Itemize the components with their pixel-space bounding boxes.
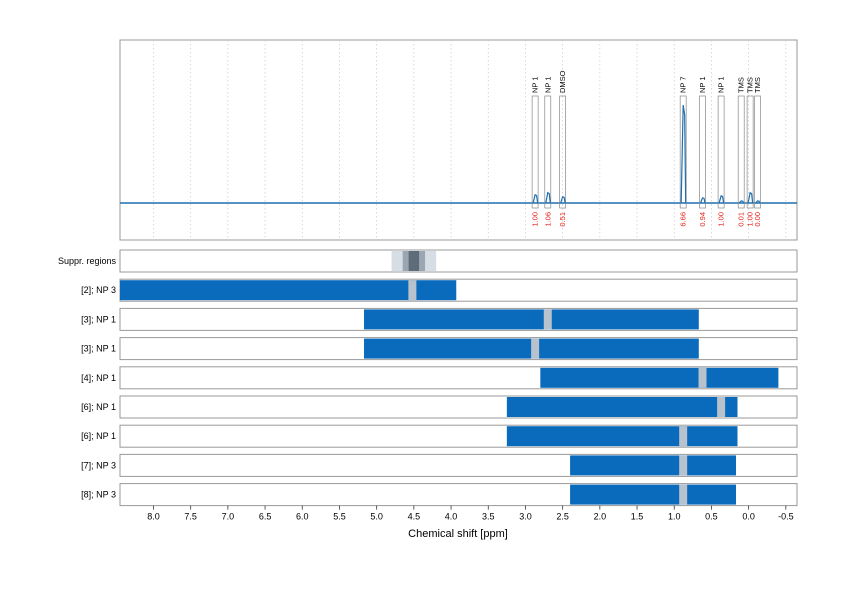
peak-signal-5 bbox=[718, 194, 725, 204]
peak-box-0 bbox=[531, 95, 539, 209]
peak-label-8: TMS bbox=[753, 77, 762, 93]
peak-signal-2 bbox=[560, 196, 566, 204]
x-tick-label-6: 5.0 bbox=[370, 512, 383, 522]
row-label-5: [6]; NP 1 bbox=[81, 431, 116, 441]
spectrum-frame bbox=[119, 39, 798, 241]
x-tick-label-3: 6.5 bbox=[259, 512, 272, 522]
row-range-bar-7 bbox=[570, 484, 736, 505]
peak-label-1: NP 1 bbox=[543, 76, 552, 93]
x-tick-label-14: 1.0 bbox=[668, 512, 681, 522]
row-label-7: [8]; NP 3 bbox=[81, 490, 116, 500]
peak-integral-6: 0.01 bbox=[737, 212, 746, 227]
x-tick-label-12: 2.0 bbox=[594, 512, 607, 522]
x-tick-label-16: 0.0 bbox=[742, 512, 755, 522]
peak-label-0: NP 1 bbox=[531, 76, 540, 93]
peak-label-5: NP 1 bbox=[717, 76, 726, 93]
x-tick-label-4: 6.0 bbox=[296, 512, 309, 522]
x-tick-label-7: 4.5 bbox=[408, 512, 421, 522]
row-range-bar-6 bbox=[570, 455, 736, 476]
row-label-4: [6]; NP 1 bbox=[81, 402, 116, 412]
x-tick-label-9: 3.5 bbox=[482, 512, 495, 522]
x-tick-label-0: 8.0 bbox=[147, 512, 160, 522]
peak-box-3 bbox=[679, 95, 687, 209]
row-marker-2 bbox=[531, 338, 540, 359]
peak-box-5 bbox=[717, 95, 725, 209]
x-tick-label-10: 3.0 bbox=[519, 512, 532, 522]
peak-integral-3: 6.66 bbox=[679, 212, 688, 227]
peak-box-4 bbox=[699, 95, 706, 209]
peak-box-6 bbox=[737, 95, 745, 209]
spectrum-panel: NP 1 1.00 NP 1 1.06 DMSO 0.51 NP 7 6.66 NP 1 0.94… bbox=[119, 39, 798, 241]
peak-label-7: TMS bbox=[746, 77, 755, 93]
x-tick-label-8: 4.0 bbox=[445, 512, 458, 522]
x-tick-label-5: 5.5 bbox=[333, 512, 346, 522]
peak-box-2 bbox=[559, 95, 567, 209]
row-label-2: [3]; NP 1 bbox=[81, 344, 116, 354]
peak-integral-4: 0.94 bbox=[698, 212, 707, 227]
row-marker-0 bbox=[408, 280, 417, 301]
peak-label-6: TMS bbox=[737, 77, 746, 93]
row-marker-6 bbox=[679, 455, 688, 476]
rows-panel: Suppr. regions [2]; NP 3 [3]; NP 1 [3]; NP … bbox=[58, 249, 798, 507]
peak-integral-1: 1.06 bbox=[543, 212, 552, 227]
x-tick-label-13: 1.5 bbox=[631, 512, 644, 522]
peak-integral-8: 0.00 bbox=[753, 212, 762, 227]
row-marker-1 bbox=[543, 309, 552, 330]
peak-box-7 bbox=[746, 95, 754, 209]
row-range-bar-0 bbox=[120, 280, 457, 301]
row-label-1: [3]; NP 1 bbox=[81, 314, 116, 324]
row-marker-4 bbox=[717, 397, 726, 417]
peak-label-2: DMSO bbox=[558, 70, 567, 93]
x-axis-label: Chemical shift [ppm] bbox=[408, 528, 508, 540]
peak-signal-3 bbox=[680, 105, 687, 204]
peak-signal-7 bbox=[747, 191, 754, 204]
x-tick-label-2: 7.0 bbox=[222, 512, 235, 522]
x-tick-label-17: -0.5 bbox=[778, 512, 794, 522]
peak-label-3: NP 7 bbox=[679, 76, 688, 93]
x-tick-label-11: 2.5 bbox=[556, 512, 569, 522]
suppression-region-core bbox=[408, 251, 420, 271]
peak-integral-7: 1.00 bbox=[746, 212, 755, 227]
row-label-6: [7]; NP 3 bbox=[81, 460, 116, 470]
peak-integral-0: 1.00 bbox=[531, 212, 540, 227]
x-axis: 8.0 7.5 7.0 6.5 6.0 5.5 5.0 4.5 4.0 3.5 3.0 2.5 2.0 1… bbox=[147, 505, 794, 522]
row-marker-5 bbox=[679, 426, 688, 447]
x-tick-label-1: 7.5 bbox=[184, 512, 197, 522]
row-range-bar-5 bbox=[506, 426, 738, 447]
peak-signal-8 bbox=[755, 200, 761, 204]
x-tick-label-15: 0.5 bbox=[705, 512, 718, 522]
row-range-bar-3 bbox=[540, 367, 779, 388]
peak-signal-1 bbox=[545, 191, 551, 204]
suppression-row-label: Suppr. regions bbox=[58, 256, 117, 266]
row-marker-7 bbox=[679, 484, 688, 505]
row-range-bar-1 bbox=[364, 309, 699, 330]
row-label-3: [4]; NP 1 bbox=[81, 373, 116, 383]
peak-integral-2: 0.51 bbox=[558, 212, 567, 227]
peak-box-1 bbox=[544, 95, 552, 209]
peak-box-8 bbox=[754, 95, 761, 209]
peak-signal-0 bbox=[532, 193, 539, 204]
peak-label-4: NP 1 bbox=[698, 76, 707, 93]
suppression-row-frame bbox=[119, 249, 798, 273]
peak-signal-6 bbox=[738, 200, 745, 204]
row-label-0: [2]; NP 3 bbox=[81, 285, 116, 295]
row-range-bar-4 bbox=[506, 397, 738, 417]
peak-signal-4 bbox=[699, 197, 706, 204]
row-marker-3 bbox=[698, 367, 707, 388]
peak-integral-5: 1.00 bbox=[717, 212, 726, 227]
